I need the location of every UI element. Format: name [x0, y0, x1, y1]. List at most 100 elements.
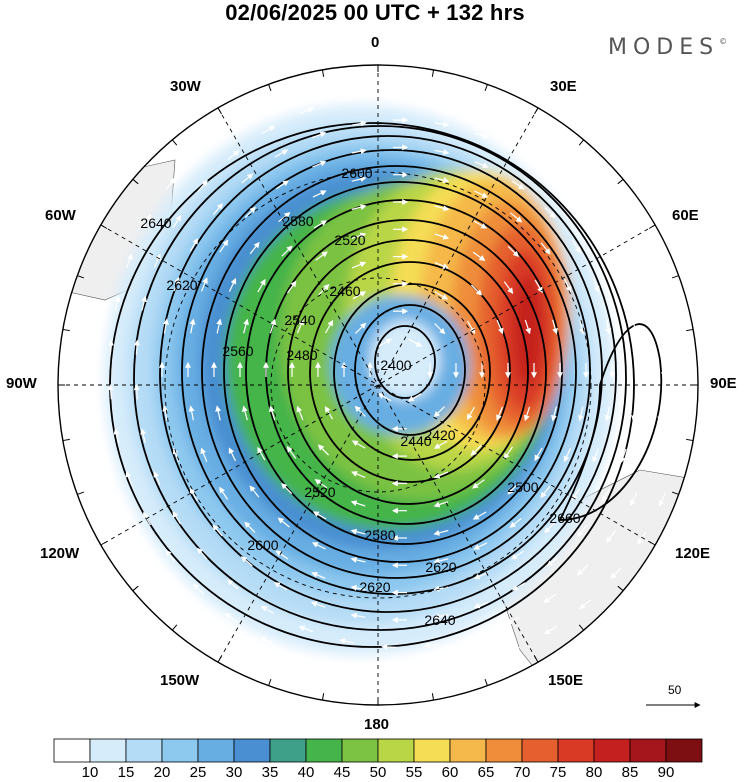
- wind-arrow: [534, 447, 543, 462]
- colorbar: [53, 738, 703, 763]
- wind-arrow: [219, 486, 229, 500]
- wind-arrow: [381, 643, 397, 650]
- colorbar-swatch: [341, 738, 379, 763]
- wind-arrow: [434, 233, 450, 240]
- contour-label: 2620: [425, 559, 456, 575]
- wind-arrow: [318, 284, 330, 296]
- wind-arrow: [433, 471, 449, 479]
- wind-arrow: [298, 625, 314, 633]
- wind-arrow: [351, 148, 367, 155]
- contour-2460: [309, 261, 511, 483]
- wind-arrow: [524, 319, 531, 335]
- frame-tick: [686, 328, 694, 332]
- wind-arrow: [540, 242, 551, 255]
- wind-arrow: [212, 203, 223, 216]
- wind-arrow: [544, 522, 556, 534]
- wind-arrow: [423, 669, 439, 676]
- contour-2560: [201, 165, 591, 579]
- wind-arrow: [312, 190, 327, 198]
- wind-arrow: [470, 284, 483, 296]
- frame-tick: [217, 655, 222, 663]
- wind-arrow: [189, 237, 199, 252]
- wind-arrow: [107, 384, 114, 400]
- wind-arrow: [434, 177, 450, 184]
- colorbar-swatch: [161, 738, 199, 763]
- wind-arrow: [315, 251, 328, 261]
- wind-arrow: [351, 176, 367, 183]
- wind-arrow: [351, 120, 367, 127]
- colorbar-label: 75: [549, 764, 567, 781]
- wind-arrow: [507, 245, 519, 258]
- lon-label-150w: 150W: [160, 672, 200, 689]
- wind-arrow: [228, 447, 237, 462]
- wind-arrow: [378, 338, 393, 347]
- frame-tick: [534, 107, 539, 115]
- frame-tick: [268, 84, 272, 92]
- wind-arrow: [197, 547, 208, 560]
- wind-arrow: [153, 253, 161, 269]
- wind-arrow: [261, 125, 276, 134]
- wind-arrow: [433, 529, 449, 536]
- wind-arrow: [298, 654, 314, 662]
- wind-arrow: [552, 319, 559, 335]
- wind-arrow: [339, 666, 355, 673]
- frame-tick: [648, 541, 656, 546]
- wind-arrow: [571, 240, 581, 254]
- frame-tick: [617, 585, 624, 592]
- wind-arrow: [602, 238, 611, 253]
- colorbar-swatch: [449, 738, 487, 763]
- wind-arrow: [433, 406, 445, 418]
- wind-arrow: [317, 444, 330, 456]
- colorbar-label: 70: [513, 764, 531, 781]
- wind-arrow: [193, 145, 205, 157]
- lon-label-0: 0: [371, 34, 380, 51]
- wind-arrow: [134, 339, 141, 355]
- colorbar-swatch: [485, 738, 523, 763]
- contour-2660: [558, 323, 663, 521]
- wind-arrow: [133, 384, 140, 400]
- wind-arrow: [312, 160, 327, 168]
- lon-label-180: 180: [364, 716, 390, 733]
- wind-arrow: [474, 161, 489, 168]
- colorbar-label: 90: [657, 764, 675, 781]
- wind-arrow: [470, 444, 482, 456]
- contour-2540: [223, 181, 577, 563]
- wind-arrow: [172, 214, 182, 229]
- contour-label: 2480: [286, 347, 317, 363]
- wind-arrow: [324, 319, 334, 334]
- wind-arrow: [543, 593, 557, 603]
- wind-arrow: [620, 448, 627, 464]
- contour-label: 2400: [380, 357, 411, 373]
- wind-arrow: [577, 406, 584, 422]
- lon-label-30e: 30E: [550, 78, 577, 95]
- contour-label: 2580: [282, 213, 313, 229]
- wind-arrow: [629, 234, 638, 249]
- lon-label-150e: 150E: [548, 672, 584, 689]
- frame-tick: [484, 678, 488, 686]
- wind-arrow: [631, 406, 637, 422]
- colorbar-label: 80: [585, 764, 603, 781]
- wind-arrow: [473, 601, 489, 609]
- contour-label: 2640: [140, 215, 171, 231]
- contour-label: 2460: [329, 283, 360, 299]
- wind-arrow: [249, 485, 260, 498]
- wind-arrow: [162, 405, 169, 421]
- frame-tick: [132, 585, 139, 592]
- lon-label-90w: 90W: [6, 375, 37, 392]
- contour-2620: [133, 125, 627, 631]
- wind-arrow: [601, 488, 611, 503]
- wind-arrow: [172, 511, 182, 525]
- wind-arrow: [114, 295, 121, 311]
- wind-arrow: [474, 132, 490, 139]
- contour-label: 2420: [424, 427, 455, 443]
- wind-arrow: [269, 318, 277, 334]
- wind-arrow: [592, 278, 600, 293]
- wind-arrow: [472, 479, 485, 489]
- contour-label: 2520: [304, 484, 335, 500]
- wind-arrow: [433, 585, 449, 592]
- wind-arrow: [540, 485, 551, 499]
- wind-arrow: [551, 406, 557, 422]
- contour-label: 2640: [424, 612, 455, 628]
- wind-arrow: [563, 278, 572, 293]
- lon-label-120e: 120E: [675, 545, 711, 562]
